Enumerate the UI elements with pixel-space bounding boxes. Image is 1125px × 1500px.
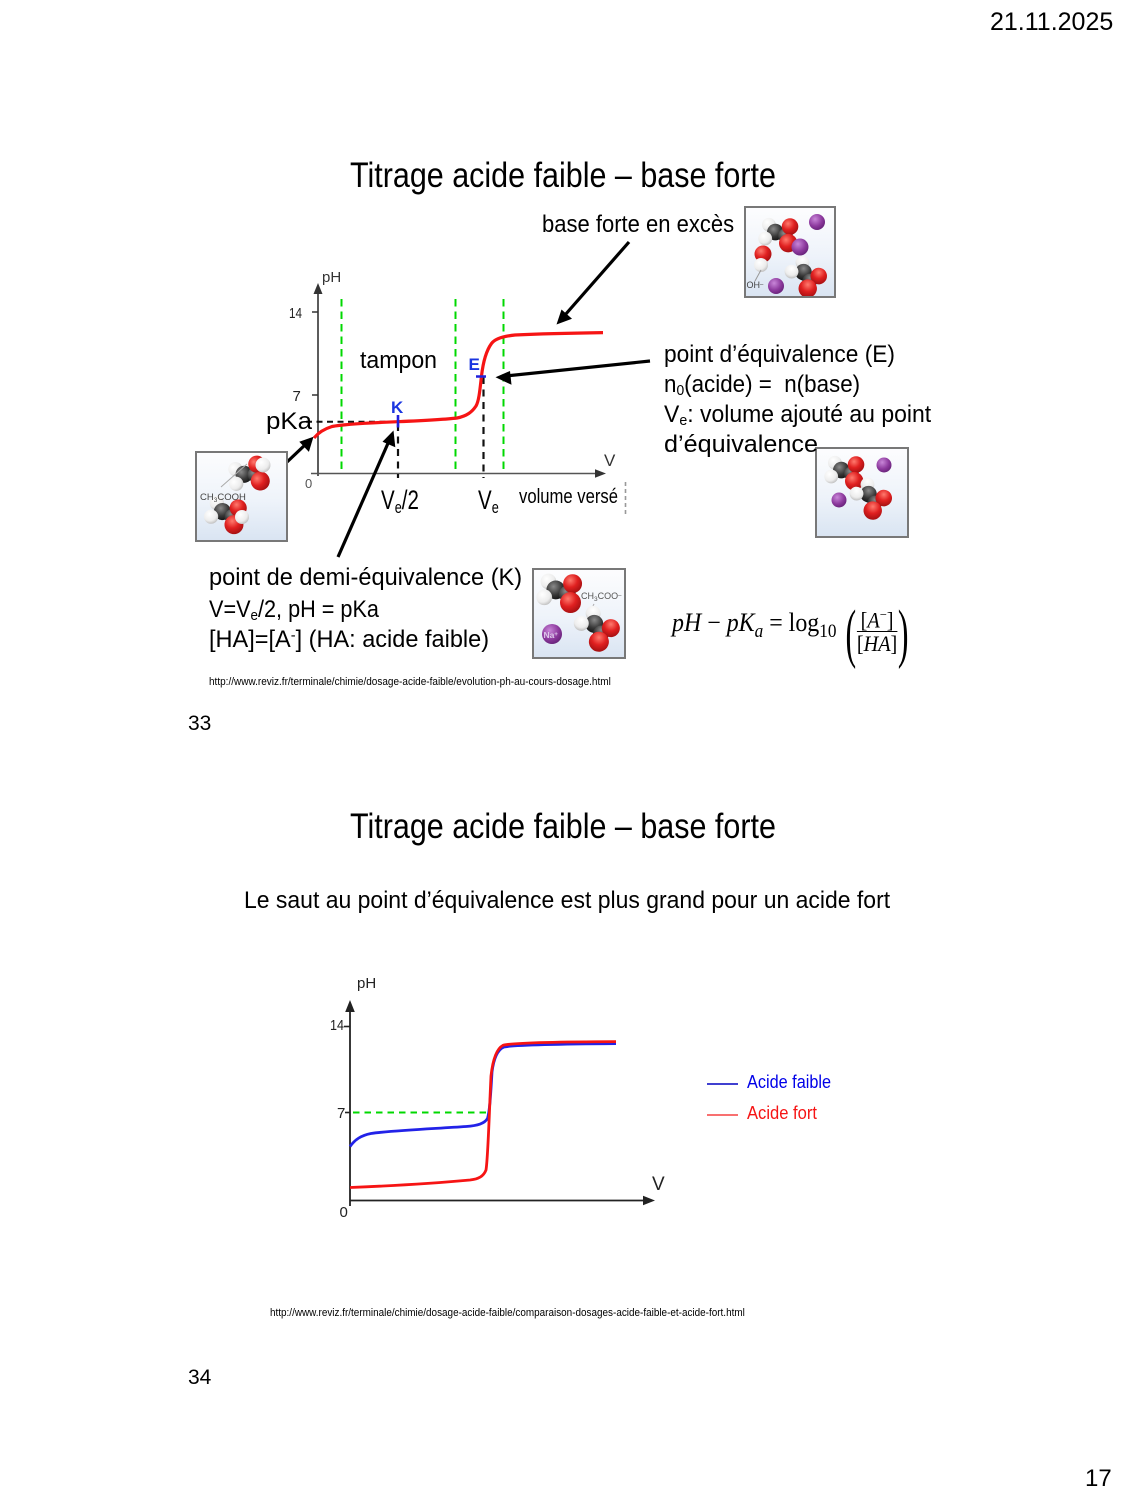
svg-text:CH3COO–: CH3COO– — [581, 591, 622, 603]
svg-text:CH3COOH: CH3COOH — [200, 492, 246, 504]
svg-text:OH–: OH– — [747, 280, 765, 290]
svg-text:Na+: Na+ — [544, 630, 559, 640]
